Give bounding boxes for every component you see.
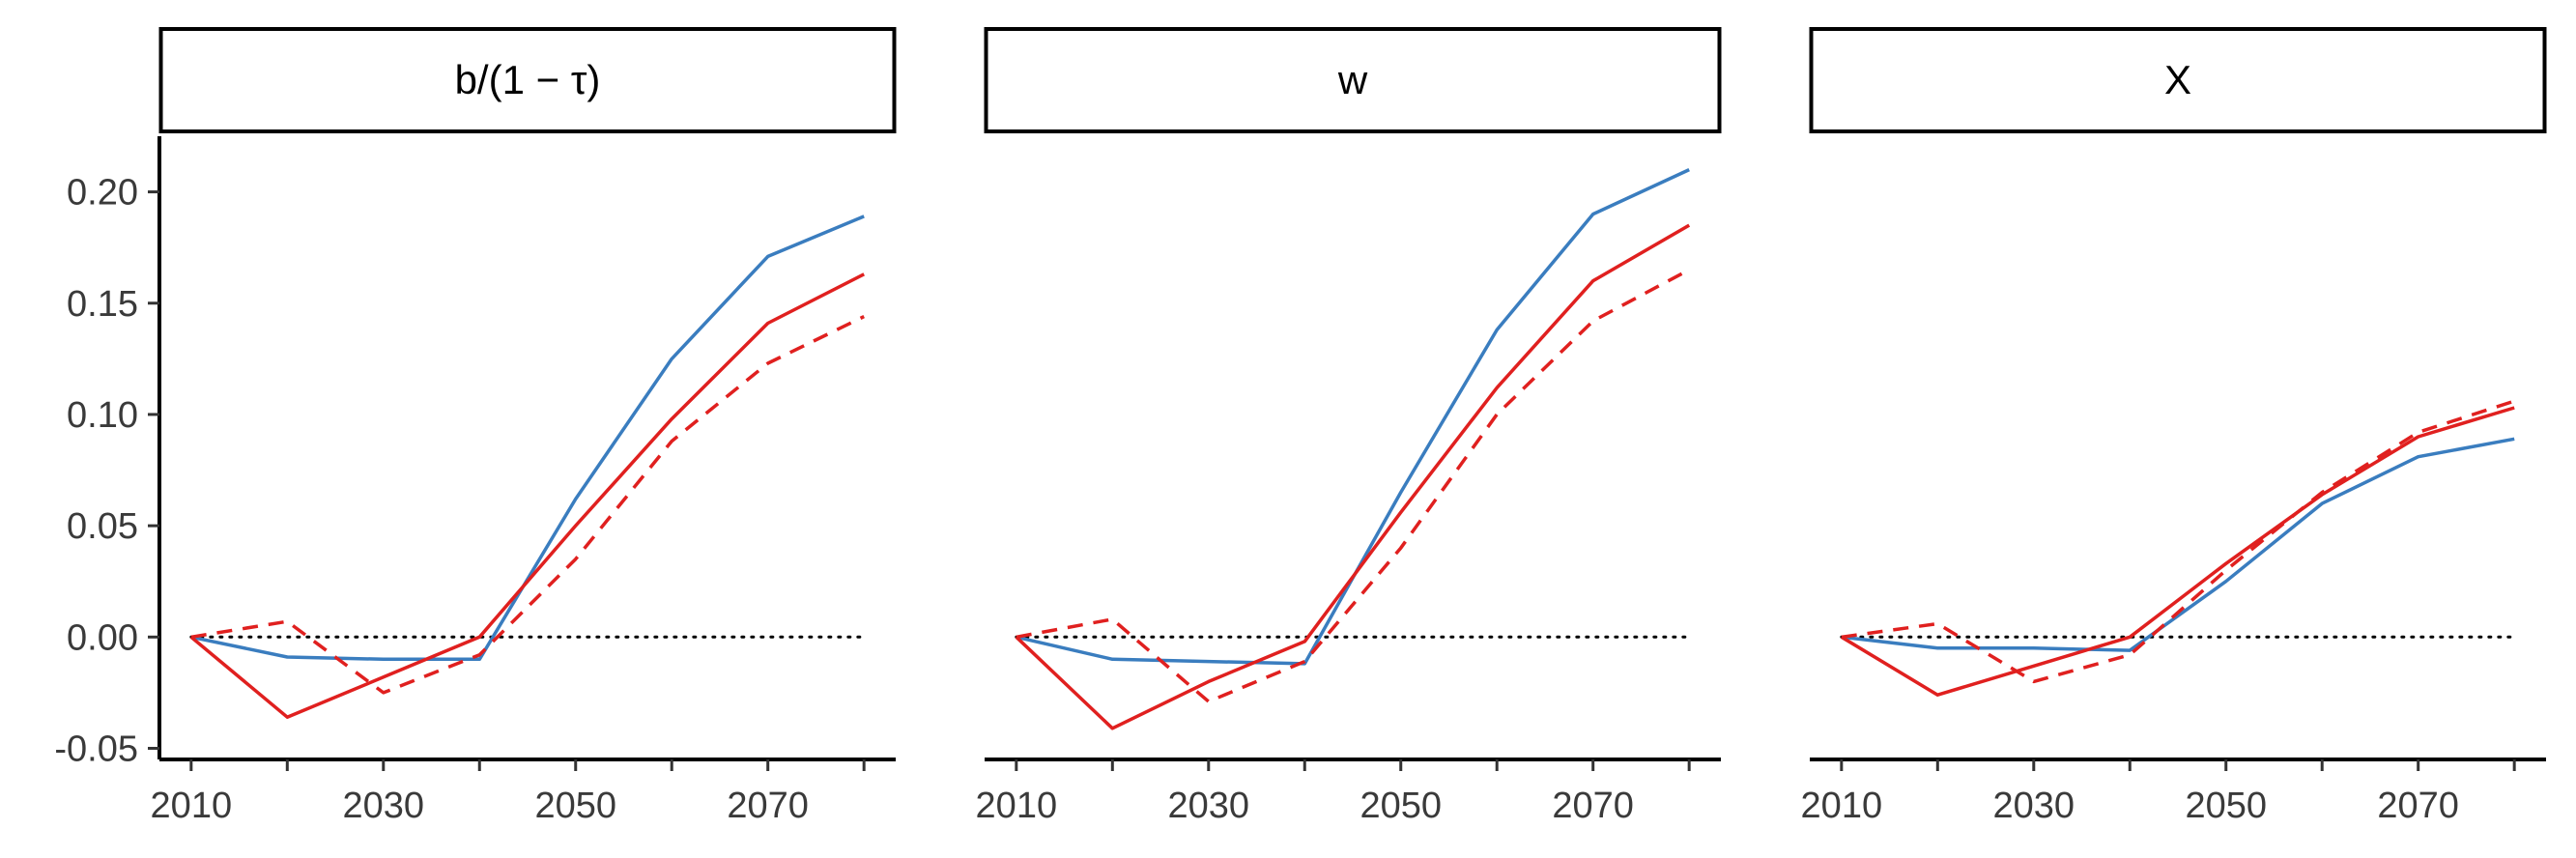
series-line-3 — [190, 315, 865, 695]
y-tick-label: 0.20 — [67, 173, 138, 214]
facet-strip — [158, 27, 897, 133]
y-tick-label: 0.10 — [67, 395, 138, 436]
x-tick-label: 2010 — [151, 786, 233, 826]
x-tick-label: 2070 — [2377, 786, 2459, 826]
facet-strip-label: w — [1337, 57, 1368, 102]
facet-strip — [1809, 27, 2547, 133]
y-tick-label: 0.15 — [67, 284, 138, 325]
x-tick-label: 2030 — [1993, 786, 2075, 826]
panel-3: X 2010 2030 2050 2070 — [1801, 27, 2547, 826]
x-tick-label: 2070 — [1552, 786, 1634, 826]
series-line-2 — [1015, 223, 1691, 730]
facet-strip-label: b/(1 − τ) — [455, 57, 601, 102]
x-tick-label: 2030 — [1168, 786, 1250, 826]
series-line-1 — [1841, 437, 2515, 652]
panel-2: w 2010 2030 2050 2070 — [976, 27, 1722, 826]
x-tick-label: 2010 — [976, 786, 1058, 826]
x-tick-label: 2010 — [1801, 786, 1883, 826]
x-tick-label: 2070 — [727, 786, 809, 826]
x-tick-label: 2050 — [1360, 786, 1442, 826]
y-tick-label: -0.05 — [54, 729, 138, 769]
series-line-1 — [1016, 168, 1690, 666]
y-tick-label: 0.00 — [67, 617, 138, 658]
series-line-3 — [1016, 268, 1691, 703]
series-line-2 — [189, 272, 865, 719]
series-line-3 — [1841, 399, 2515, 684]
x-tick-label: 2050 — [534, 786, 616, 826]
facet-strip — [984, 27, 1722, 133]
facet-strip-label: X — [2164, 57, 2191, 102]
x-tick-label: 2050 — [2185, 786, 2267, 826]
series-line-2 — [1840, 406, 2515, 697]
y-tick-label: 0.05 — [67, 506, 138, 547]
panel-1: b/(1 − τ) 2010 2030 2050 2070 -0.05 0.00 0.05 0.… — [54, 27, 897, 826]
x-tick-label: 2030 — [343, 786, 425, 826]
series-line-1 — [190, 214, 865, 662]
